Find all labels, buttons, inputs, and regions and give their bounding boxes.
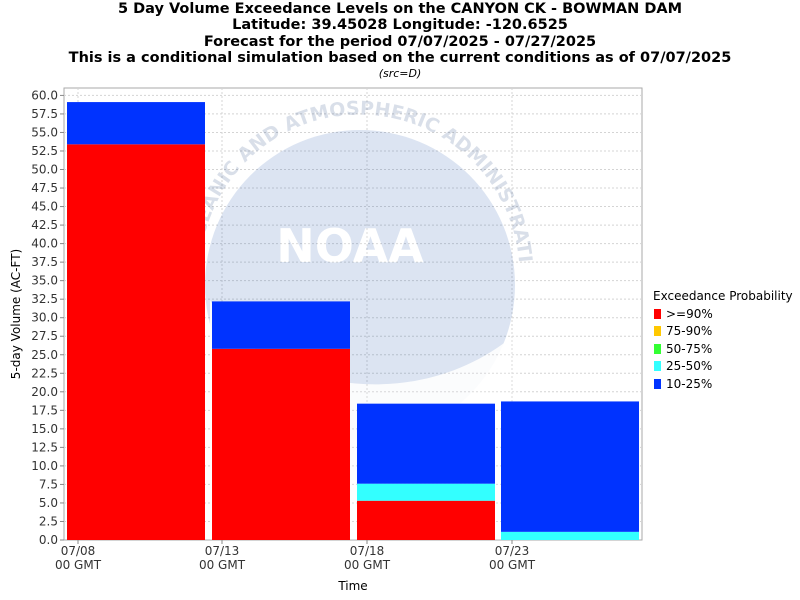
chart-title: 5 Day Volume Exceedance Levels on the CA… [117,1,683,17]
legend-swatch [654,308,661,319]
legend-label: 10-25% [666,376,713,391]
y-tick-label: 10.0 [31,459,58,473]
legend-item: 50-75% [653,340,793,358]
y-tick-label: 12.5 [31,440,58,454]
bars [67,102,639,540]
bar-segment [67,102,205,145]
y-tick-label: 22.5 [31,366,58,380]
y-tick-label: 35.0 [31,274,58,288]
legend-label: >=90% [666,306,713,321]
legend-label: 75-90% [666,324,713,339]
x-tick-sublabel: 00 GMT [489,558,536,572]
y-tick-label: 40.0 [31,237,58,251]
bar-segment [357,403,495,484]
x-tick-sublabel: 00 GMT [55,558,102,572]
bar-segment [357,483,495,501]
y-tick-label: 52.5 [31,144,58,158]
legend-swatch [654,378,661,389]
legend-item: >=90% [653,305,793,323]
y-tick-label: 0.0 [39,533,58,547]
y-axis: 0.0 2.5 5.0 7.5 10.0 12.5 15.0 17.5 20.0 22.5 25.0… [31,88,64,547]
y-tick-label: 55.0 [31,125,58,139]
bar-segment [501,401,639,532]
source-note: (src=D) [378,67,422,80]
y-tick-label: 2.5 [39,514,58,528]
y-tick-label: 25.0 [31,348,58,362]
x-axis-title: Time [337,579,367,593]
legend-label: 50-75% [666,341,713,356]
legend-swatch [654,343,661,354]
x-tick-sublabel: 00 GMT [199,558,246,572]
y-tick-label: 32.5 [31,292,58,306]
legend-item: 25-50% [653,358,793,376]
simulation-note: This is a conditional simulation based o… [68,50,732,66]
y-tick-label: 45.0 [31,200,58,214]
y-tick-label: 57.5 [31,107,58,121]
y-axis-title: 5-day Volume (AC-FT) [9,249,23,379]
bar-segment [67,144,205,540]
bar-segment [212,348,350,540]
y-tick-label: 5.0 [39,496,58,510]
x-tick-label: 07/08 [61,544,96,558]
y-tick-label: 15.0 [31,422,58,436]
y-tick-label: 42.5 [31,218,58,232]
legend-items: >=90% 75-90% 50-75% 25-50% 10-25% [653,305,793,393]
legend-swatch [654,361,661,372]
legend: Exceedance Probability >=90% 75-90% 50-75%… [653,289,793,393]
location-subtitle: Latitude: 39.45028 Longitude: -120.6525 [232,17,568,33]
x-tick-label: 07/18 [350,544,385,558]
y-tick-label: 27.5 [31,329,58,343]
noaa-watermark-text: NOAA [276,219,424,273]
y-tick-label: 20.0 [31,385,58,399]
y-tick-label: 7.5 [39,477,58,491]
period-subtitle: Forecast for the period 07/07/2025 - 07/… [203,34,597,50]
x-tick-sublabel: 00 GMT [344,558,391,572]
y-tick-label: 60.0 [31,88,58,102]
legend-item: 10-25% [653,375,793,393]
y-tick-label: 37.5 [31,255,58,269]
y-tick-label: 30.0 [31,311,58,325]
x-tick-label: 07/23 [495,544,530,558]
legend-swatch [654,326,661,337]
y-tick-label: 17.5 [31,403,58,417]
bar-segment [357,500,495,540]
legend-title: Exceedance Probability [653,289,793,303]
y-tick-label: 50.0 [31,163,58,177]
bar-segment [501,531,639,540]
legend-item: 75-90% [653,323,793,341]
legend-label: 25-50% [666,359,713,374]
y-tick-label: 47.5 [31,181,58,195]
x-tick-label: 07/13 [205,544,240,558]
bar-segment [212,301,350,349]
